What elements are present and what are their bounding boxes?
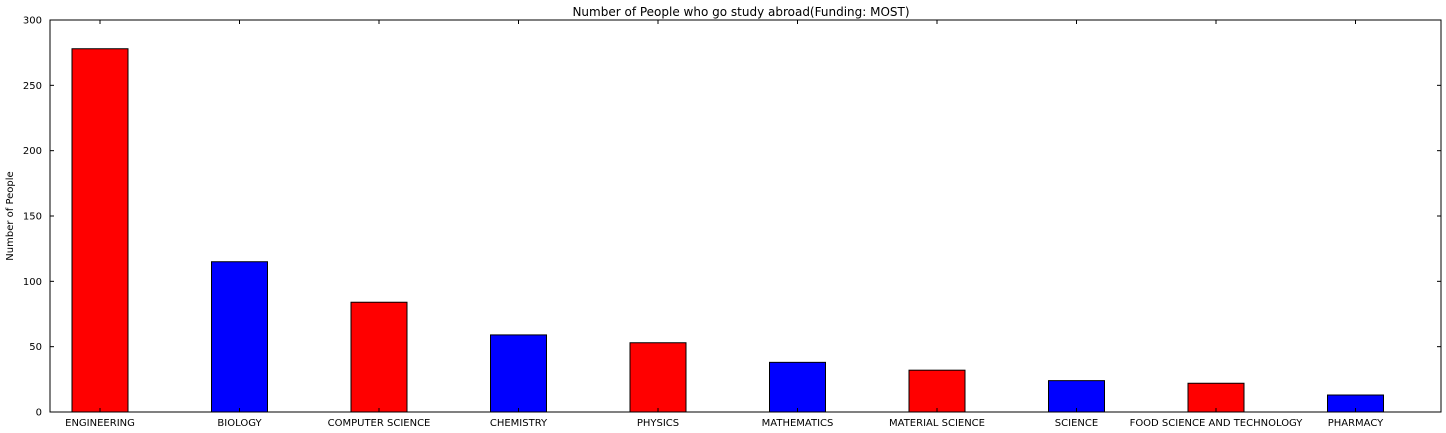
x-tick-label: COMPUTER SCIENCE [328,418,431,429]
y-tick-label: 0 [36,408,42,419]
y-tick-label: 150 [23,212,42,223]
bar-biology [211,261,268,413]
bar-computer-science [350,301,408,413]
y-tick-label: 300 [23,16,42,27]
x-tick-label: CHEMISTRY [490,418,548,429]
x-tick-label: PHYSICS [637,418,679,429]
bar-chemistry [490,334,547,413]
bar-material-science [908,369,966,413]
bar-food-science-and-technology [1187,382,1245,413]
x-tick-label: SCIENCE [1055,418,1098,429]
bar-engineering [71,48,129,413]
y-tick-label: 250 [23,81,42,92]
x-tick-label: PHARMACY [1328,418,1384,429]
x-tick-label: MATERIAL SCIENCE [889,418,985,429]
y-tick-label: 100 [23,277,42,288]
bars-group [71,48,1384,413]
x-axis-ticks: ENGINEERING BIOLOGY COMPUTER SCIENCE CHEMIS… [65,20,1384,429]
x-tick-label: MATHEMATICS [762,418,834,429]
y-tick-label: 50 [29,342,42,353]
x-tick-label: FOOD SCIENCE AND TECHNOLOGY [1130,418,1304,429]
x-tick-label: BIOLOGY [217,418,262,429]
bar-science [1048,380,1105,413]
y-axis-ticks: 0 50 100 150 200 250 300 [23,16,1441,419]
bar-physics [629,342,687,413]
bar-mathematics [769,361,826,413]
y-axis-label: Number of People [5,171,16,260]
chart-title: Number of People who go study abroad(Fun… [572,5,909,19]
y-tick-label: 200 [23,146,42,157]
x-tick-label: ENGINEERING [65,418,135,429]
